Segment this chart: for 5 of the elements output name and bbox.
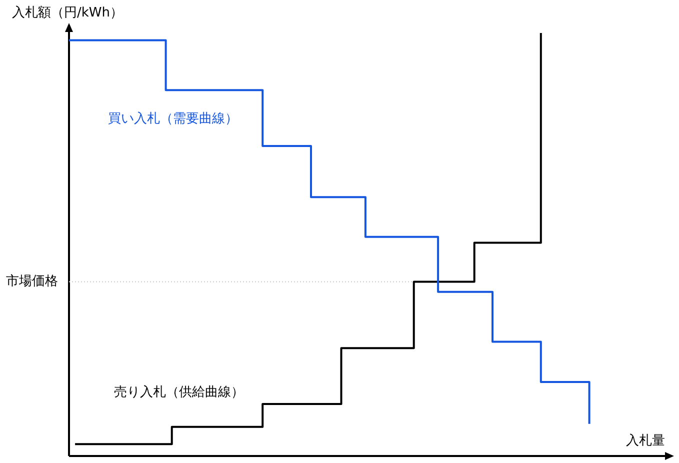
ref-line-label: 市場価格 (6, 274, 58, 290)
y-axis-title: 入札額（円/kWh） (12, 5, 124, 20)
series-label: 買い入札（需要曲線） (108, 111, 238, 126)
x-axis-title: 入札量 (626, 433, 665, 448)
series-label: 売り入札（供給曲線） (114, 385, 244, 400)
